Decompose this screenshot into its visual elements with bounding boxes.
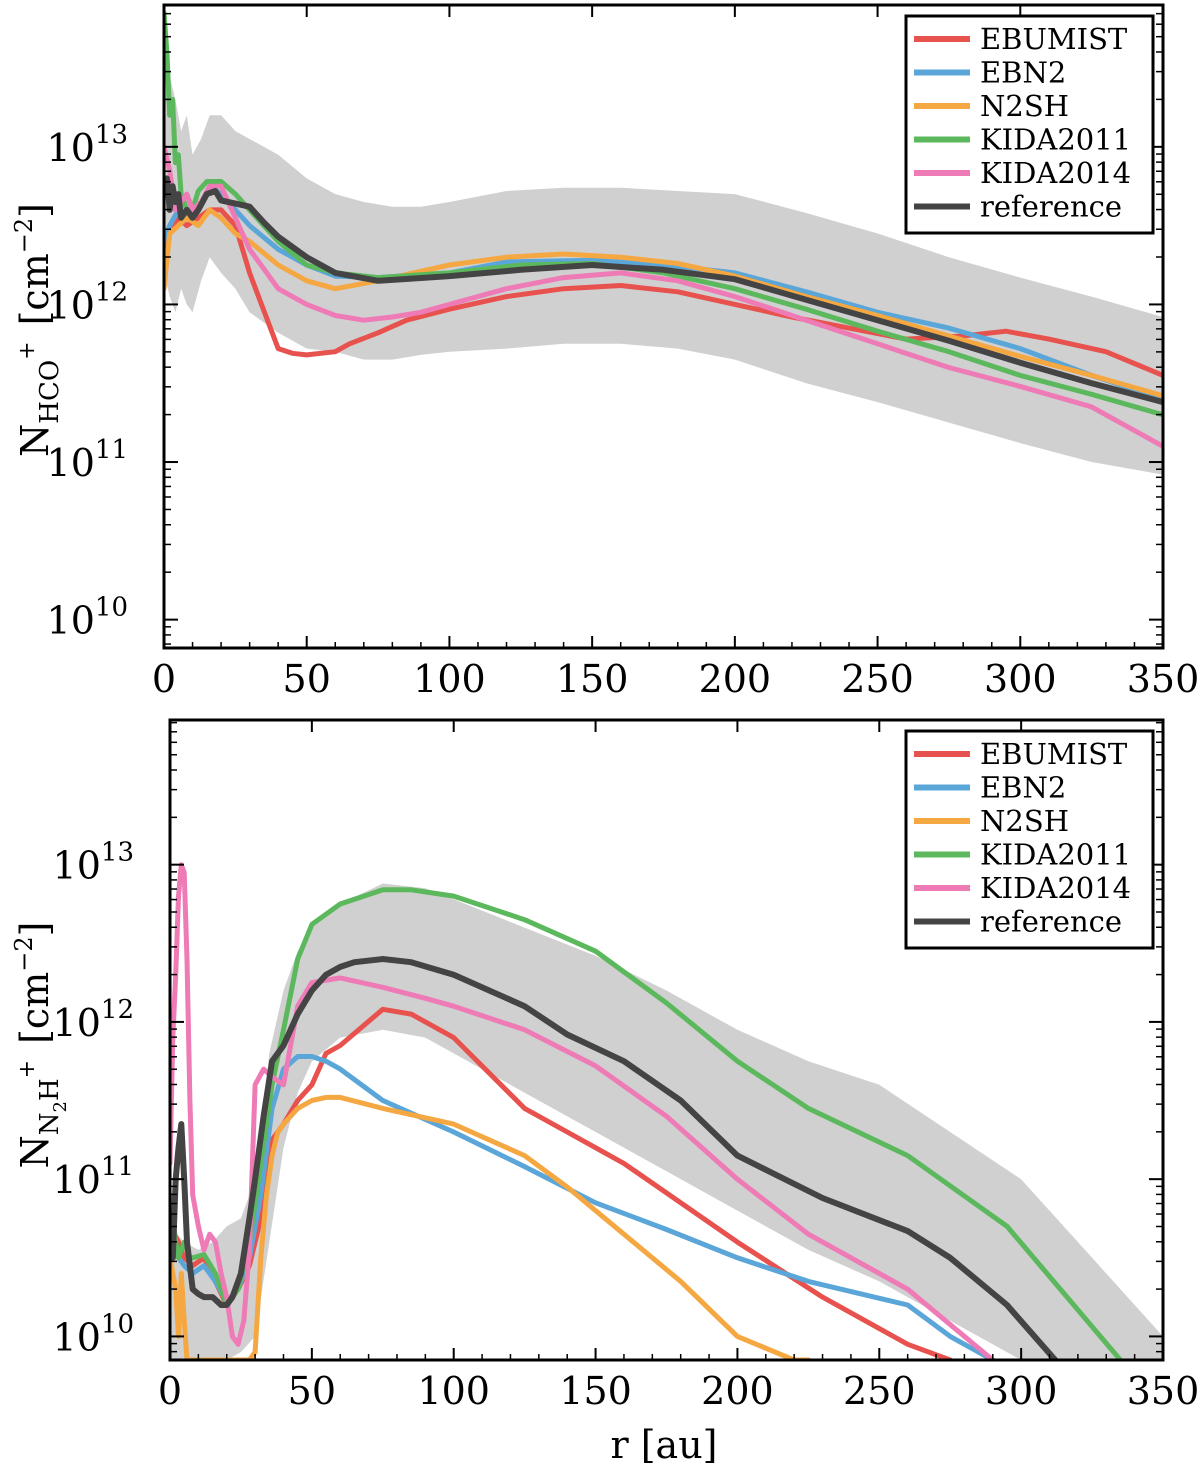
ylabel-unit-exp: −2	[10, 936, 38, 971]
series-line-ebn2	[170, 1054, 996, 1360]
legend-box	[904, 729, 1155, 950]
legend-label-kida2011: KIDA2011	[980, 838, 1131, 872]
series-lines	[170, 862, 1123, 1360]
ylabel-sub2: 2	[50, 1101, 71, 1112]
x-tick-label: 350	[1127, 1369, 1200, 1413]
ylabel-sub: N	[35, 1112, 65, 1135]
x-tick-label: 100	[413, 657, 486, 701]
y-axis-title-text: NN2H+[cm−2]	[10, 922, 71, 1169]
ylabel-unit-close: ]	[13, 922, 57, 937]
legend-label-ebn2: EBN2	[980, 771, 1066, 805]
legend-label-kida2011: KIDA2011	[980, 123, 1131, 157]
ylabel-main: N	[13, 424, 57, 457]
ylabel-sup: +	[15, 1060, 40, 1078]
top-panel-hco-plus: 0 50 100 150 200 250 300 350 1010 1011 1012 1013 N…	[10, 3, 1199, 701]
y-axis-title-text: NHCO+ [cm−2]	[10, 203, 65, 457]
series-line-reference	[170, 956, 1059, 1360]
y-axis-title: NN2H+[cm−2]	[10, 922, 71, 1169]
series-line-kida2011	[164, 10, 1163, 418]
x-tick-labels: 0 50 100 150 200 250 300 350	[158, 1369, 1199, 1413]
ylabel-unit-close: ]	[13, 203, 57, 218]
x-tick-labels: 0 50 100 150 200 250 300 350	[152, 657, 1199, 701]
legend-label-ebumist: EBUMIST	[980, 22, 1128, 56]
legend-label-ebn2: EBN2	[980, 56, 1066, 90]
y-tick-label: 1012	[47, 277, 128, 327]
legend-label-kida2014: KIDA2014	[980, 871, 1131, 905]
ylabel-sup: +	[15, 341, 40, 359]
x-tick-label: 0	[158, 1369, 182, 1413]
plot-frame	[162, 3, 1165, 650]
ylabel-sub3: H	[35, 1078, 65, 1101]
y-tick-label: 1011	[47, 435, 128, 485]
y-tick-label: 1011	[53, 1152, 134, 1202]
y-tick-label: 1012	[53, 995, 134, 1045]
y-tick-label: 1013	[53, 838, 134, 888]
bottom-panel-n2h-plus: 0 50 100 150 200 250 300 350 1010 1011 1012 1013 N…	[10, 718, 1199, 1465]
ylabel-main: N	[13, 1135, 57, 1168]
x-tick-label: 150	[556, 657, 629, 701]
y-tick-labels: 1010 1011 1012 1013	[47, 120, 128, 643]
x-tick-label: 350	[1127, 657, 1200, 701]
ylabel-unit: [cm	[13, 972, 57, 1044]
x-tick-label: 50	[288, 1369, 336, 1413]
series-line-kida2014	[170, 862, 996, 1360]
x-tick-label: 300	[985, 1369, 1058, 1413]
y-tick-label: 1010	[53, 1309, 134, 1359]
legend-box	[904, 14, 1155, 235]
spread-band	[170, 883, 1163, 1360]
y-tick-labels: 1010 1011 1012 1013	[53, 838, 134, 1360]
x-tick-label: 250	[843, 1369, 916, 1413]
ylabel-unit: [cm	[13, 253, 57, 325]
legend-label-ebumist: EBUMIST	[980, 737, 1128, 771]
y-axis-title: NHCO+ [cm−2]	[10, 203, 65, 457]
series-line-reference	[164, 175, 1163, 406]
ylabel-unit-exp: −2	[10, 218, 38, 253]
legend-label-kida2014: KIDA2014	[980, 156, 1131, 190]
x-tick-label: 200	[699, 657, 772, 701]
x-tick-label: 300	[984, 657, 1057, 701]
legend-label-reference: reference	[980, 190, 1122, 224]
x-tick-label: 250	[841, 657, 914, 701]
x-tick-label: 100	[417, 1369, 490, 1413]
series-line-n2sh	[170, 1094, 811, 1360]
x-tick-label: 150	[559, 1369, 632, 1413]
y-tick-label: 1010	[47, 593, 128, 643]
x-axis-title: r [au]	[610, 1423, 717, 1465]
legend-label-n2sh: N2SH	[980, 89, 1069, 123]
ylabel-sub: HCO	[35, 360, 65, 424]
x-tick-label: 50	[283, 657, 331, 701]
x-tick-label: 0	[152, 657, 176, 701]
y-tick-label: 1013	[47, 120, 128, 170]
series-line-kida2014	[164, 144, 1163, 449]
legend-label-reference: reference	[980, 905, 1122, 939]
plot-frame	[168, 718, 1165, 1362]
series-lines	[164, 10, 1163, 449]
legend-label-n2sh: N2SH	[980, 804, 1069, 838]
spread-band-area	[170, 883, 1163, 1360]
x-tick-label: 200	[701, 1369, 774, 1413]
